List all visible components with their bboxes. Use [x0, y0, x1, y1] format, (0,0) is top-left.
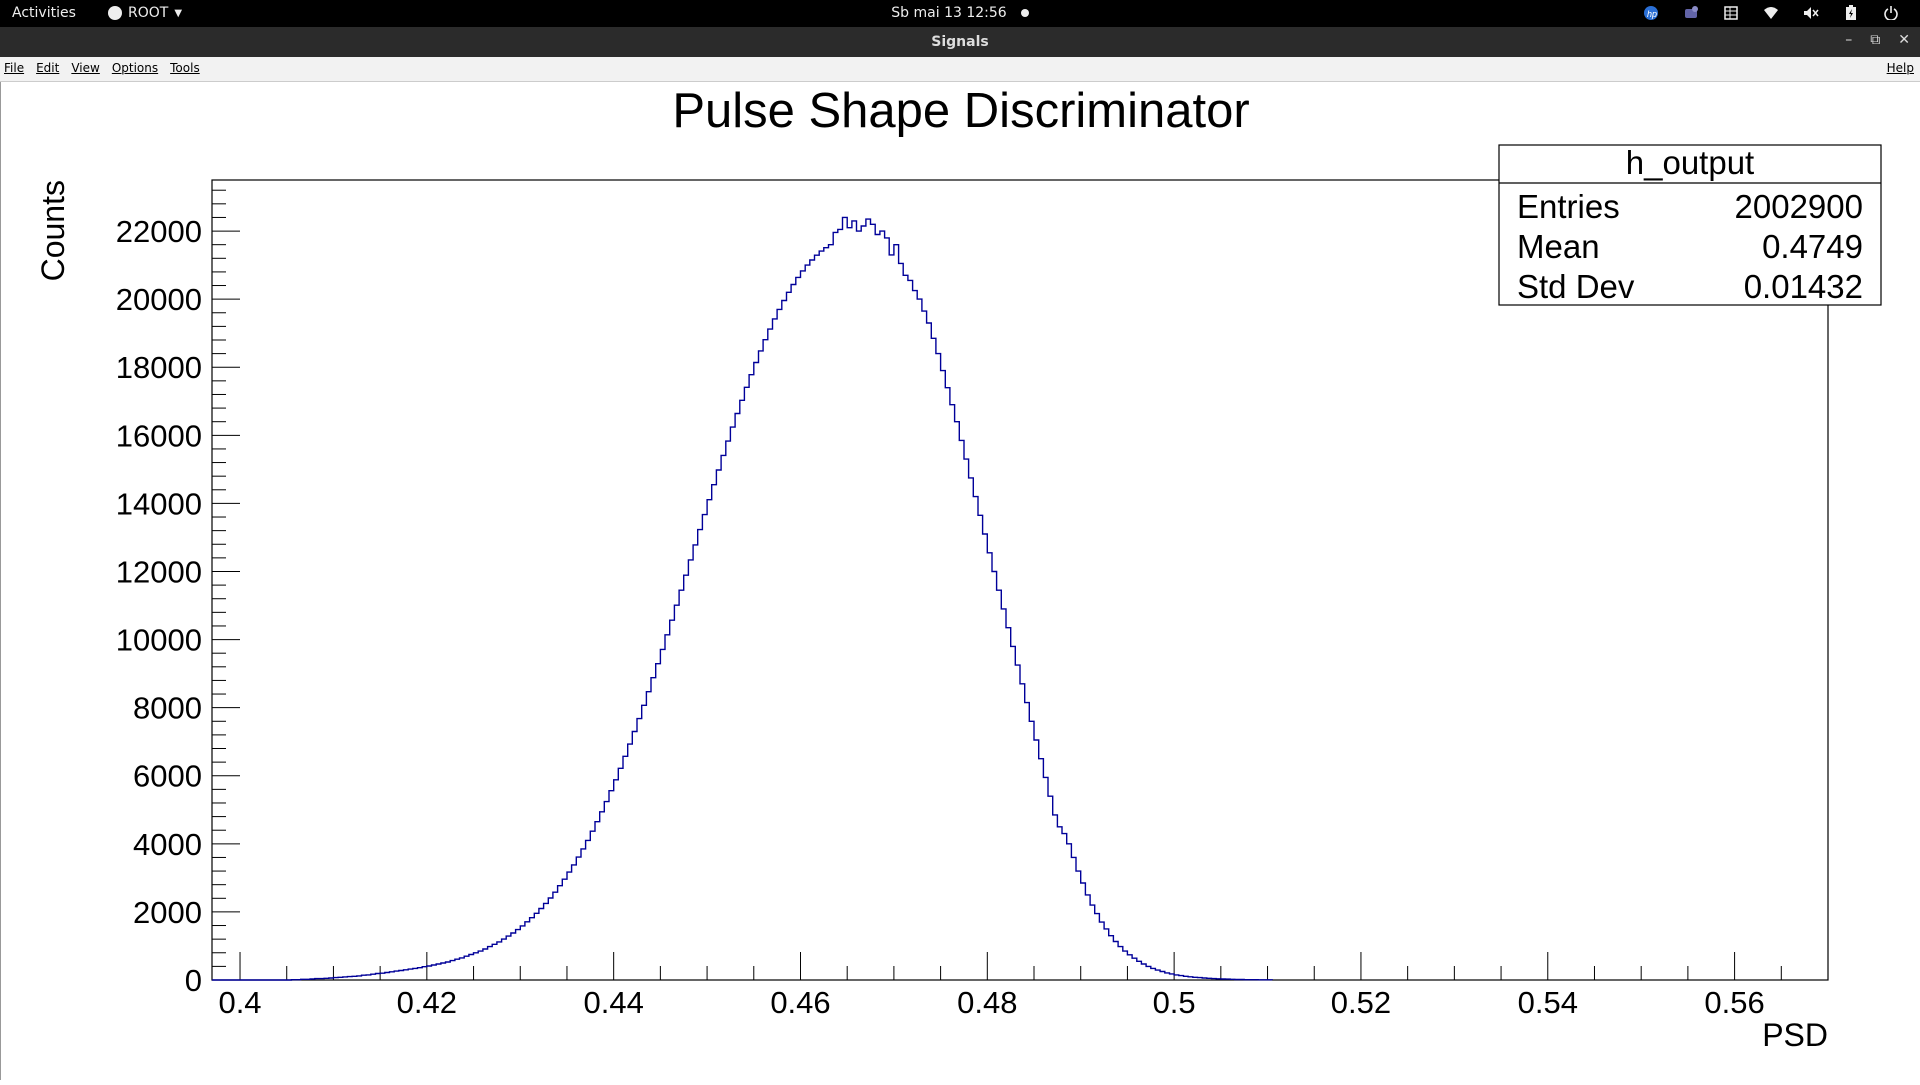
stats-box[interactable]: h_output Entries 2002900 Mean 0.4749 Std…	[1498, 144, 1882, 306]
chart-title: Pulse Shape Discriminator	[672, 84, 1249, 138]
y-tick-label: 2000	[133, 895, 202, 930]
notification-dot-icon	[1020, 9, 1029, 17]
x-tick-label: 0.54	[1518, 985, 1578, 1020]
y-axis: 0 2000 4000 6000 8000 10000 12000 14000 16000 180…	[116, 189, 240, 998]
clock-button[interactable]: Sb mai 13 12:56	[0, 5, 1920, 21]
menu-view[interactable]: View	[71, 61, 100, 75]
hp-icon[interactable]: hp	[1642, 4, 1660, 22]
x-axis-label: PSD	[1762, 1017, 1828, 1053]
menu-bar: File Edit View Options Tools Help	[0, 57, 1920, 82]
grid-icon[interactable]	[1722, 4, 1740, 22]
app-name: ROOT	[128, 5, 169, 21]
y-tick-label: 0	[185, 963, 202, 998]
y-tick-label: 16000	[116, 418, 202, 453]
y-tick-label: 10000	[116, 623, 202, 658]
clock-label: Sb mai 13 12:56	[891, 5, 1007, 21]
x-tick-label: 0.56	[1704, 985, 1764, 1020]
stats-mean-value: 0.4749	[1762, 228, 1863, 265]
x-tick-label: 0.5	[1153, 985, 1196, 1020]
x-tick-label: 0.4	[218, 985, 261, 1020]
menu-tools[interactable]: Tools	[170, 61, 200, 75]
y-tick-label: 22000	[116, 214, 202, 249]
stats-stddev-label: Std Dev	[1517, 268, 1635, 305]
menu-options[interactable]: Options	[111, 61, 159, 75]
system-top-bar: Activities ROOT ▼ Sb mai 13 12:56 hp	[0, 0, 1920, 27]
minimize-icon[interactable]: –	[1845, 32, 1853, 48]
wifi-icon[interactable]	[1762, 4, 1780, 22]
x-tick-label: 0.52	[1331, 985, 1391, 1020]
x-axis: 0.4 0.42 0.44 0.46 0.48 0.5 0.52 0.54 0.56	[218, 952, 1829, 1020]
menu-file[interactable]: File	[4, 61, 25, 75]
sound-muted-icon[interactable]	[1802, 4, 1820, 22]
x-tick-label: 0.42	[397, 985, 457, 1020]
y-tick-label: 18000	[116, 350, 202, 385]
x-tick-label: 0.44	[583, 985, 643, 1020]
stats-stddev-value: 0.01432	[1744, 268, 1863, 305]
teams-icon[interactable]	[1682, 4, 1700, 22]
y-axis-label: Counts	[35, 180, 71, 281]
y-tick-label: 4000	[133, 827, 202, 862]
x-tick-label: 0.46	[770, 985, 830, 1020]
stats-mean-label: Mean	[1517, 228, 1600, 265]
activities-button[interactable]: Activities	[12, 5, 76, 21]
y-tick-label: 12000	[116, 554, 202, 589]
chevron-down-icon: ▼	[174, 7, 183, 19]
window-title: Signals	[931, 34, 989, 50]
stats-entries-label: Entries	[1517, 188, 1620, 225]
x-tick-label: 0.48	[957, 985, 1017, 1020]
power-icon[interactable]	[1882, 4, 1900, 22]
window-controls: – ⧉ ✕	[1845, 32, 1910, 48]
svg-text:hp: hp	[1647, 9, 1657, 19]
battery-icon[interactable]	[1842, 4, 1860, 22]
plot-frame	[211, 179, 1829, 981]
y-tick-label: 20000	[116, 282, 202, 317]
histogram-line	[212, 216, 1273, 981]
root-app-icon	[108, 6, 122, 20]
menu-help[interactable]: Help	[1886, 61, 1914, 75]
y-tick-label: 14000	[116, 486, 202, 521]
app-menu-button[interactable]: ROOT ▼	[108, 5, 182, 21]
root-canvas[interactable]: Pulse Shape Discriminator Counts PSD 0 20…	[0, 82, 1920, 1080]
close-icon[interactable]: ✕	[1898, 32, 1910, 48]
system-tray: hp	[1642, 4, 1900, 22]
menu-edit[interactable]: Edit	[36, 61, 60, 75]
stats-title: h_output	[1626, 144, 1754, 181]
y-tick-label: 6000	[133, 759, 202, 794]
y-tick-label: 8000	[133, 691, 202, 726]
window-title-bar[interactable]: Signals – ⧉ ✕	[0, 27, 1920, 57]
restore-icon[interactable]: ⧉	[1870, 32, 1881, 48]
stats-entries-value: 2002900	[1735, 188, 1863, 225]
histogram-chart: Pulse Shape Discriminator Counts PSD 0 20…	[35, 84, 1882, 1053]
